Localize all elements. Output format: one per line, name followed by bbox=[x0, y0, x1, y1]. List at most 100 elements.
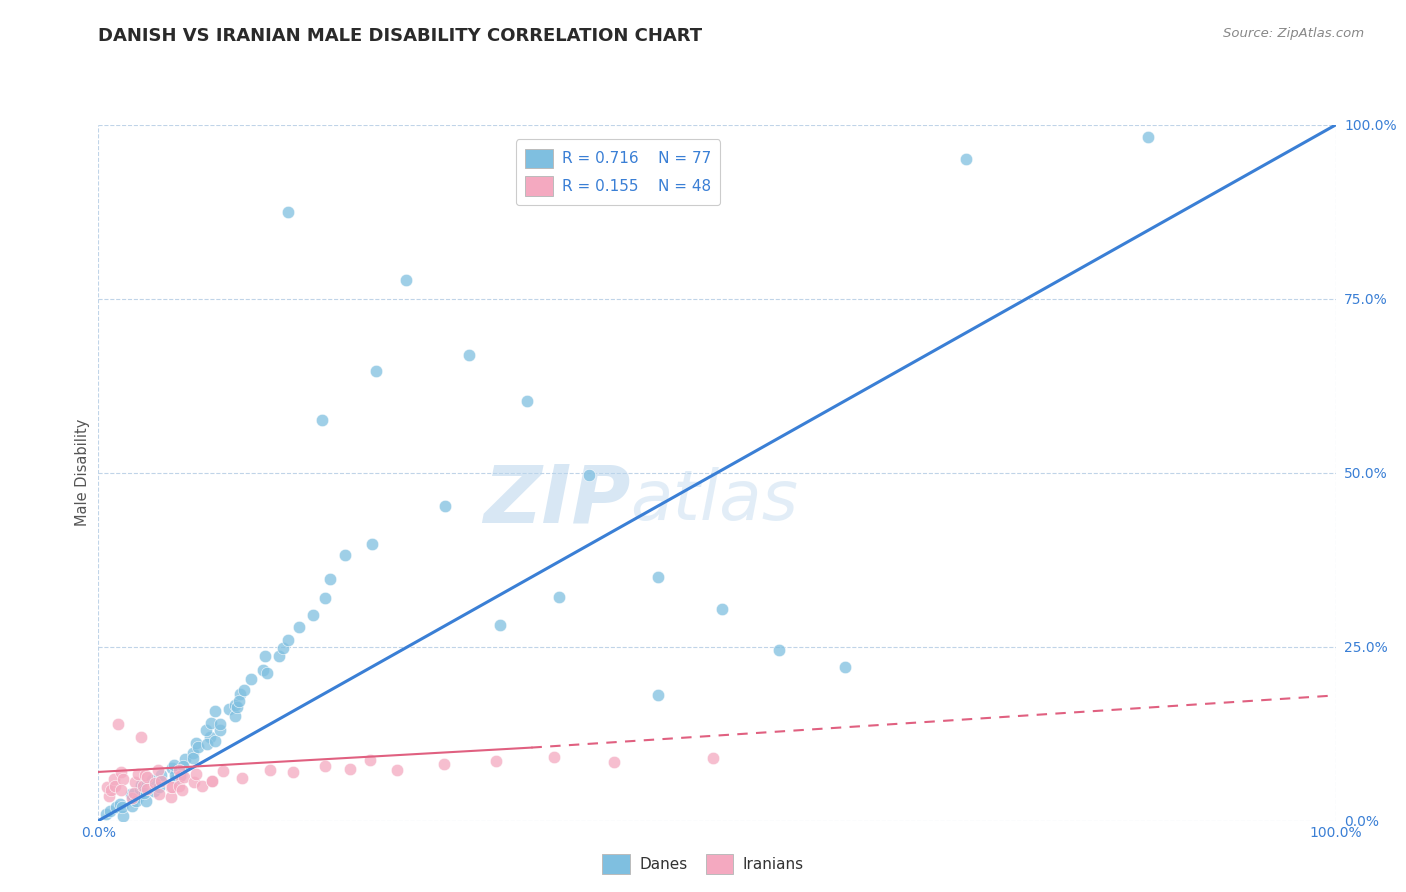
Point bbox=[107, 717, 129, 731]
Point bbox=[150, 772, 173, 787]
Point bbox=[271, 640, 294, 655]
Point bbox=[547, 591, 569, 605]
Point bbox=[181, 751, 204, 765]
Point bbox=[231, 772, 253, 786]
Point bbox=[167, 779, 190, 793]
Point bbox=[647, 569, 669, 583]
Point bbox=[204, 734, 226, 748]
Point bbox=[162, 758, 184, 772]
Point bbox=[314, 759, 336, 773]
Point bbox=[150, 768, 173, 782]
Point bbox=[98, 804, 121, 818]
Point bbox=[136, 782, 159, 797]
Point bbox=[228, 694, 250, 708]
Point bbox=[603, 755, 626, 769]
Point bbox=[104, 779, 127, 793]
Point bbox=[122, 786, 145, 800]
Point bbox=[233, 683, 256, 698]
Point bbox=[187, 740, 209, 755]
Point bbox=[333, 548, 356, 562]
Point bbox=[359, 753, 381, 767]
Point bbox=[395, 272, 418, 286]
Point bbox=[259, 763, 281, 777]
Point bbox=[209, 723, 232, 737]
Point bbox=[433, 500, 456, 514]
Point bbox=[252, 664, 274, 678]
Point bbox=[314, 591, 336, 605]
Point bbox=[148, 780, 170, 794]
Point bbox=[170, 782, 193, 797]
Point bbox=[121, 799, 143, 814]
Point bbox=[96, 780, 118, 794]
Point bbox=[287, 620, 309, 634]
Point bbox=[200, 716, 222, 731]
Point bbox=[120, 788, 142, 802]
Point bbox=[129, 730, 152, 744]
Point bbox=[124, 774, 146, 789]
Point bbox=[159, 789, 181, 804]
Point bbox=[96, 806, 118, 821]
Point bbox=[110, 782, 132, 797]
Point bbox=[121, 791, 143, 805]
Text: atlas: atlas bbox=[630, 467, 799, 534]
Text: ZIP: ZIP bbox=[484, 461, 630, 540]
Point bbox=[489, 618, 512, 632]
Point bbox=[111, 809, 134, 823]
Point bbox=[578, 468, 600, 483]
Point bbox=[129, 778, 152, 792]
Point bbox=[224, 698, 246, 712]
Point bbox=[141, 773, 163, 788]
Point bbox=[516, 394, 538, 409]
Point bbox=[160, 761, 183, 775]
Point bbox=[319, 572, 342, 586]
Point bbox=[267, 648, 290, 663]
Point bbox=[254, 648, 277, 663]
Point bbox=[283, 765, 305, 780]
Point bbox=[181, 746, 204, 760]
Point bbox=[111, 800, 134, 814]
Point bbox=[240, 672, 263, 686]
Point bbox=[132, 786, 155, 800]
Text: Source: ZipAtlas.com: Source: ZipAtlas.com bbox=[1223, 27, 1364, 40]
Point bbox=[204, 704, 226, 718]
Point bbox=[458, 348, 481, 362]
Point bbox=[160, 780, 183, 795]
Point bbox=[125, 794, 148, 808]
Point bbox=[145, 776, 167, 790]
Point bbox=[702, 751, 724, 765]
Point bbox=[834, 660, 856, 674]
Point bbox=[186, 736, 208, 750]
Point bbox=[256, 666, 278, 681]
Point bbox=[108, 797, 131, 811]
Point bbox=[768, 643, 790, 657]
Point bbox=[366, 364, 388, 378]
Point bbox=[169, 768, 191, 782]
Point bbox=[711, 602, 734, 616]
Point bbox=[212, 764, 235, 778]
Point bbox=[190, 779, 212, 793]
Point bbox=[167, 763, 190, 777]
Point bbox=[277, 632, 299, 647]
Point bbox=[339, 762, 361, 776]
Point bbox=[97, 789, 120, 803]
Point bbox=[647, 688, 669, 702]
Legend: R = 0.716    N = 77, R = 0.155    N = 48: R = 0.716 N = 77, R = 0.155 N = 48 bbox=[516, 139, 720, 204]
Point bbox=[301, 608, 323, 623]
Point bbox=[1136, 130, 1159, 145]
Point bbox=[225, 700, 247, 714]
Point bbox=[110, 764, 132, 779]
Point bbox=[173, 770, 195, 784]
Point bbox=[194, 723, 217, 738]
Legend: Danes, Iranians: Danes, Iranians bbox=[596, 848, 810, 880]
Point bbox=[103, 772, 125, 786]
Text: DANISH VS IRANIAN MALE DISABILITY CORRELATION CHART: DANISH VS IRANIAN MALE DISABILITY CORREL… bbox=[98, 27, 703, 45]
Point bbox=[360, 537, 382, 551]
Point bbox=[218, 701, 240, 715]
Point bbox=[148, 787, 170, 801]
Point bbox=[955, 152, 977, 166]
Point bbox=[387, 763, 409, 777]
Point bbox=[201, 774, 224, 789]
Point bbox=[228, 687, 250, 701]
Point bbox=[169, 769, 191, 783]
Point bbox=[121, 789, 143, 804]
